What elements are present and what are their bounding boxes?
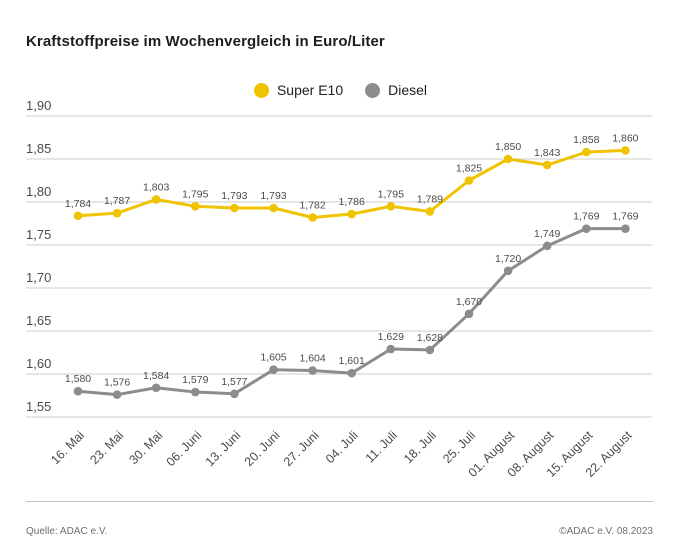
data-point-label: 1,784 xyxy=(65,198,91,210)
legend-label-super-e10: Super E10 xyxy=(276,82,344,98)
data-point-label: 1,604 xyxy=(299,353,325,365)
page-title: Kraftstoffpreise im Wochenvergleich in E… xyxy=(26,33,385,50)
data-point xyxy=(112,390,122,399)
data-point xyxy=(73,211,83,221)
data-point xyxy=(269,365,278,375)
data-point-label: 1,793 xyxy=(221,190,247,202)
data-point xyxy=(191,387,200,397)
data-point xyxy=(503,266,513,276)
data-point-label: 1,787 xyxy=(104,195,130,207)
x-tick-label: 11. Juli xyxy=(363,428,400,465)
data-point-label: 1,769 xyxy=(573,211,599,223)
x-tick-label: 27. Juni xyxy=(281,428,322,469)
x-tick-label: 04. Juli xyxy=(323,428,361,466)
x-tick-label: 13. Juni xyxy=(203,428,244,469)
data-point-label: 1,629 xyxy=(378,331,404,343)
data-point-label: 1,579 xyxy=(182,374,208,386)
data-point xyxy=(191,202,200,211)
data-point xyxy=(230,203,239,213)
data-point-label: 1,795 xyxy=(378,188,404,200)
data-point-label: 1,576 xyxy=(104,377,130,389)
data-point-label: 1,720 xyxy=(495,253,521,265)
y-tick-label: 1,70 xyxy=(26,270,51,285)
data-point xyxy=(73,386,83,396)
data-point-label: 1,628 xyxy=(417,332,443,344)
y-tick-label: 1,65 xyxy=(26,313,51,328)
y-tick-label: 1,75 xyxy=(26,227,51,242)
data-point xyxy=(582,147,591,157)
super-e10-dot-icon xyxy=(253,82,269,98)
data-point-label: 1,793 xyxy=(260,190,286,202)
data-point xyxy=(112,208,122,218)
y-tick-label: 1,85 xyxy=(26,141,51,156)
data-point-label: 1,577 xyxy=(221,376,247,388)
y-tick-label: 1,55 xyxy=(26,399,51,414)
diesel-dot-icon xyxy=(365,82,381,98)
y-tick-label: 1,90 xyxy=(26,98,51,113)
data-point xyxy=(425,207,435,216)
x-tick-label: 18. Juli xyxy=(401,428,439,466)
data-point-label: 1,789 xyxy=(417,193,443,205)
data-point xyxy=(425,345,435,355)
data-point xyxy=(308,213,317,222)
x-tick-label: 25. Juli xyxy=(440,428,478,466)
footer: Quelle: ADAC e.V. ©ADAC e.V. 08.2023 xyxy=(26,526,653,537)
data-point-label: 1,786 xyxy=(339,196,365,208)
x-tick-label: 30. Mai xyxy=(126,428,165,467)
data-point-label: 1,803 xyxy=(143,181,169,193)
data-point-label: 1,858 xyxy=(573,134,599,146)
data-point-label: 1,843 xyxy=(534,147,560,159)
y-tick-label: 1,60 xyxy=(26,356,51,371)
data-point xyxy=(621,146,630,155)
data-point xyxy=(582,224,591,233)
x-tick-label: 06. Juni xyxy=(164,428,205,469)
data-point xyxy=(347,209,357,219)
data-point xyxy=(347,368,357,378)
chart-legend: Super E10 Diesel xyxy=(0,82,681,98)
legend-item-super-e10: Super E10 xyxy=(253,82,344,98)
data-point xyxy=(542,241,552,251)
x-tick-label: 20. Juni xyxy=(242,428,283,469)
footer-divider xyxy=(26,501,653,502)
data-point-label: 1,584 xyxy=(143,370,169,382)
data-point xyxy=(308,366,317,375)
source-note: Quelle: ADAC e.V. xyxy=(26,526,108,537)
copyright-note: ©ADAC e.V. 08.2023 xyxy=(559,526,653,537)
data-point-label: 1,860 xyxy=(612,132,638,144)
data-point-label: 1,580 xyxy=(65,373,91,385)
data-point-label: 1,769 xyxy=(612,211,638,223)
data-point-label: 1,795 xyxy=(182,188,208,200)
legend-label-diesel: Diesel xyxy=(388,82,428,98)
x-tick-label: 16. Mai xyxy=(48,428,87,467)
data-point xyxy=(503,154,513,164)
data-point xyxy=(386,344,396,354)
y-tick-label: 1,80 xyxy=(26,184,51,199)
data-point xyxy=(464,176,474,185)
data-point xyxy=(269,203,278,213)
data-point xyxy=(230,389,239,399)
data-point xyxy=(151,195,161,204)
data-point-label: 1,601 xyxy=(339,355,365,367)
data-point-label: 1,605 xyxy=(260,352,286,364)
data-point xyxy=(151,383,161,393)
data-point xyxy=(464,309,474,319)
data-point xyxy=(386,202,396,211)
legend-item-diesel: Diesel xyxy=(365,82,427,98)
data-point-label: 1,782 xyxy=(299,199,325,211)
data-point xyxy=(542,160,552,170)
data-point-label: 1,825 xyxy=(456,163,482,175)
data-point-label: 1,749 xyxy=(534,228,560,240)
data-point-label: 1,670 xyxy=(456,296,482,308)
x-tick-label: 23. Mai xyxy=(87,428,126,467)
data-point xyxy=(621,224,630,233)
data-point-label: 1,850 xyxy=(495,141,521,153)
